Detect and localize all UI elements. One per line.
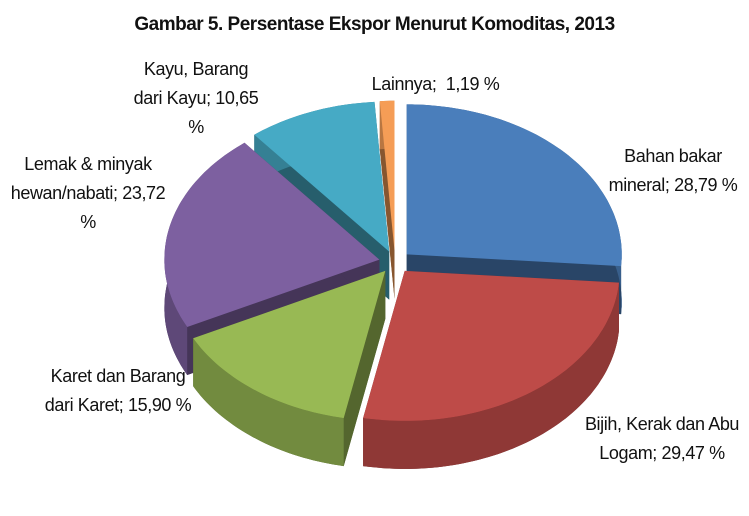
slice — [406, 104, 622, 267]
slice — [363, 270, 619, 421]
data-label: Lemak & minyak hewan/nabati; 23,72 % — [6, 150, 170, 236]
slice-side — [379, 101, 395, 299]
slice-side — [193, 338, 344, 467]
chart-title: Gambar 5. Persentase Ekspor Menurut Komo… — [134, 14, 615, 35]
category-label: Bijih, Kerak dan Abu Logam; — [584, 414, 740, 463]
slice — [164, 142, 380, 327]
data-label: Bijih, Kerak dan Abu Logam; 29,47 % — [576, 410, 748, 468]
value-label: 10,65 % — [188, 87, 259, 137]
value-label: 29,47 % — [661, 442, 726, 463]
value-label: 23,72 % — [80, 182, 166, 232]
data-label: Kayu, Barang dari Kayu; 10,65 % — [128, 55, 264, 141]
category-label: Lainnya; — [371, 74, 437, 94]
data-label: Bahan bakar mineral; 28,79 % — [598, 142, 748, 200]
slice — [379, 100, 395, 251]
value-label: 28,79 % — [674, 174, 738, 195]
value-label: 1,19 % — [445, 74, 500, 94]
category-label: Karet dan Barang dari Karet; — [44, 366, 186, 415]
category-label: Bahan bakar mineral; — [608, 146, 723, 195]
slice — [254, 101, 390, 252]
data-label: Lainnya; 1,19 % — [348, 70, 523, 99]
category-label: Lemak & minyak hewan/nabati; — [10, 154, 152, 203]
category-label: Kayu, Barang dari Kayu; — [133, 59, 249, 108]
data-label: Karet dan Barang dari Karet; 15,90 % — [38, 362, 198, 420]
slice — [193, 270, 386, 419]
slice-side — [363, 282, 619, 469]
value-label: 15,90 % — [128, 394, 192, 415]
